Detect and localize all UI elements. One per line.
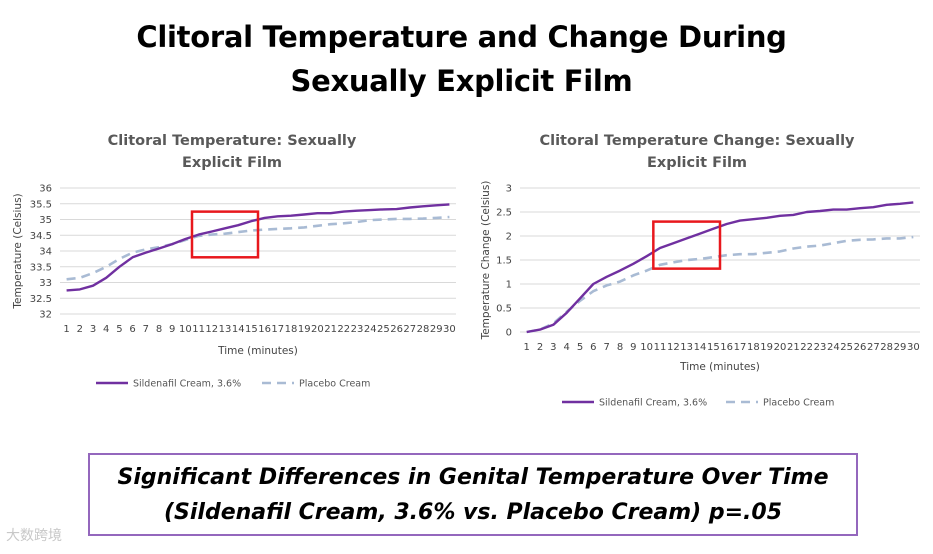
x-tick-label: 13: [219, 324, 232, 335]
legend-label-placebo: Placebo Cream: [763, 398, 834, 409]
chart-clitoral-temperature: Clitoral Temperature: Sexually Explicit F…: [12, 133, 456, 390]
x-tick-label: 11: [654, 342, 667, 353]
callout-line-2: (Sildenafil Cream, 3.6% vs. Placebo Crea…: [163, 500, 783, 525]
chart-title-line-2: Explicit Film: [647, 155, 747, 171]
x-tick-label: 18: [285, 324, 298, 335]
x-tick-label: 28: [880, 342, 893, 353]
y-tick-label: 2.5: [496, 208, 512, 219]
y-tick-label: 35.5: [30, 199, 52, 210]
x-tick-label: 13: [680, 342, 693, 353]
x-tick-label: 16: [720, 342, 733, 353]
y-axis-label: Temperature Change (Celsius): [480, 181, 492, 341]
x-tick-label: 5: [577, 342, 583, 353]
y-tick-label: 3: [506, 184, 512, 195]
x-tick-label: 2: [77, 324, 83, 335]
x-tick-label: 27: [403, 324, 416, 335]
x-tick-label: 7: [603, 342, 609, 353]
x-tick-label: 4: [103, 324, 109, 335]
significance-callout: Significant Differences in Genital Tempe…: [88, 453, 858, 536]
x-tick-label: 4: [563, 342, 569, 353]
x-tick-label: 21: [787, 342, 800, 353]
x-tick-label: 25: [840, 342, 853, 353]
y-tick-label: 34: [39, 247, 52, 258]
x-tick-label: 3: [90, 324, 96, 335]
x-tick-label: 22: [337, 324, 350, 335]
x-tick-label: 23: [351, 324, 364, 335]
x-tick-label: 17: [271, 324, 284, 335]
legend-label-sildenafil: Sildenafil Cream, 3.6%: [133, 379, 241, 390]
y-tick-label: 35: [39, 215, 52, 226]
chart-title-line-1: Clitoral Temperature: Sexually: [108, 133, 357, 149]
x-tick-label: 18: [747, 342, 760, 353]
y-tick-label: 36: [39, 184, 52, 195]
y-tick-label: 32: [39, 310, 52, 321]
x-tick-label: 24: [827, 342, 840, 353]
x-tick-label: 19: [760, 342, 773, 353]
y-tick-label: 1.5: [496, 256, 512, 267]
y-tick-label: 32.5: [30, 294, 52, 305]
x-tick-label: 11: [192, 324, 205, 335]
x-tick-label: 14: [232, 324, 245, 335]
x-tick-label: 12: [205, 324, 218, 335]
x-tick-label: 6: [590, 342, 596, 353]
x-tick-label: 28: [417, 324, 430, 335]
x-tick-label: 23: [814, 342, 827, 353]
x-tick-label: 9: [630, 342, 636, 353]
x-tick-label: 26: [390, 324, 403, 335]
x-tick-label: 24: [364, 324, 377, 335]
x-tick-label: 30: [443, 324, 456, 335]
x-tick-label: 8: [617, 342, 623, 353]
x-tick-label: 21: [324, 324, 337, 335]
x-tick-label: 25: [377, 324, 390, 335]
legend-label-sildenafil: Sildenafil Cream, 3.6%: [599, 398, 707, 409]
x-tick-label: 1: [523, 342, 529, 353]
chart-clitoral-temperature-change: Clitoral Temperature Change: Sexually Exp…: [480, 133, 920, 409]
x-tick-label: 5: [116, 324, 122, 335]
y-tick-label: 2: [506, 232, 512, 243]
main-title-line-1: Clitoral Temperature and Change During: [136, 20, 787, 54]
highlight-box: [190, 210, 260, 259]
y-tick-label: 1: [506, 280, 512, 291]
y-tick-label: 0: [506, 328, 512, 339]
x-tick-label: 20: [311, 324, 324, 335]
x-tick-label: 6: [129, 324, 135, 335]
watermark-text: 大数跨境: [6, 528, 62, 544]
x-axis-label: Time (minutes): [679, 361, 760, 373]
x-tick-label: 29: [894, 342, 907, 353]
y-tick-label: 34.5: [30, 231, 52, 242]
x-tick-label: 26: [854, 342, 867, 353]
main-title-line-2: Sexually Explicit Film: [290, 64, 633, 98]
callout-line-1: Significant Differences in Genital Tempe…: [117, 465, 829, 490]
x-tick-label: 15: [245, 324, 258, 335]
x-tick-label: 17: [734, 342, 747, 353]
y-tick-label: 0.5: [496, 304, 512, 315]
chart-title-line-2: Explicit Film: [182, 155, 282, 171]
legend-label-placebo: Placebo Cream: [299, 379, 370, 390]
x-tick-label: 29: [430, 324, 443, 335]
x-tick-label: 7: [143, 324, 149, 335]
y-tick-label: 33: [39, 278, 52, 289]
x-tick-label: 30: [907, 342, 920, 353]
highlight-box: [652, 220, 722, 270]
x-tick-label: 27: [867, 342, 880, 353]
x-tick-label: 16: [258, 324, 271, 335]
x-tick-label: 2: [537, 342, 543, 353]
x-axis-label: Time (minutes): [217, 345, 298, 357]
x-tick-label: 9: [169, 324, 175, 335]
y-tick-label: 33.5: [30, 262, 52, 273]
x-tick-label: 1: [63, 324, 69, 335]
x-tick-label: 22: [800, 342, 813, 353]
chart-title-line-1: Clitoral Temperature Change: Sexually: [539, 133, 855, 149]
x-tick-label: 8: [156, 324, 162, 335]
x-tick-label: 14: [694, 342, 707, 353]
x-tick-label: 19: [298, 324, 311, 335]
x-tick-label: 15: [707, 342, 720, 353]
x-tick-label: 10: [179, 324, 192, 335]
x-tick-label: 10: [640, 342, 653, 353]
x-tick-label: 12: [667, 342, 680, 353]
y-axis-label: Temperature (Celsius): [12, 193, 24, 309]
x-tick-label: 3: [550, 342, 556, 353]
x-tick-label: 20: [774, 342, 787, 353]
